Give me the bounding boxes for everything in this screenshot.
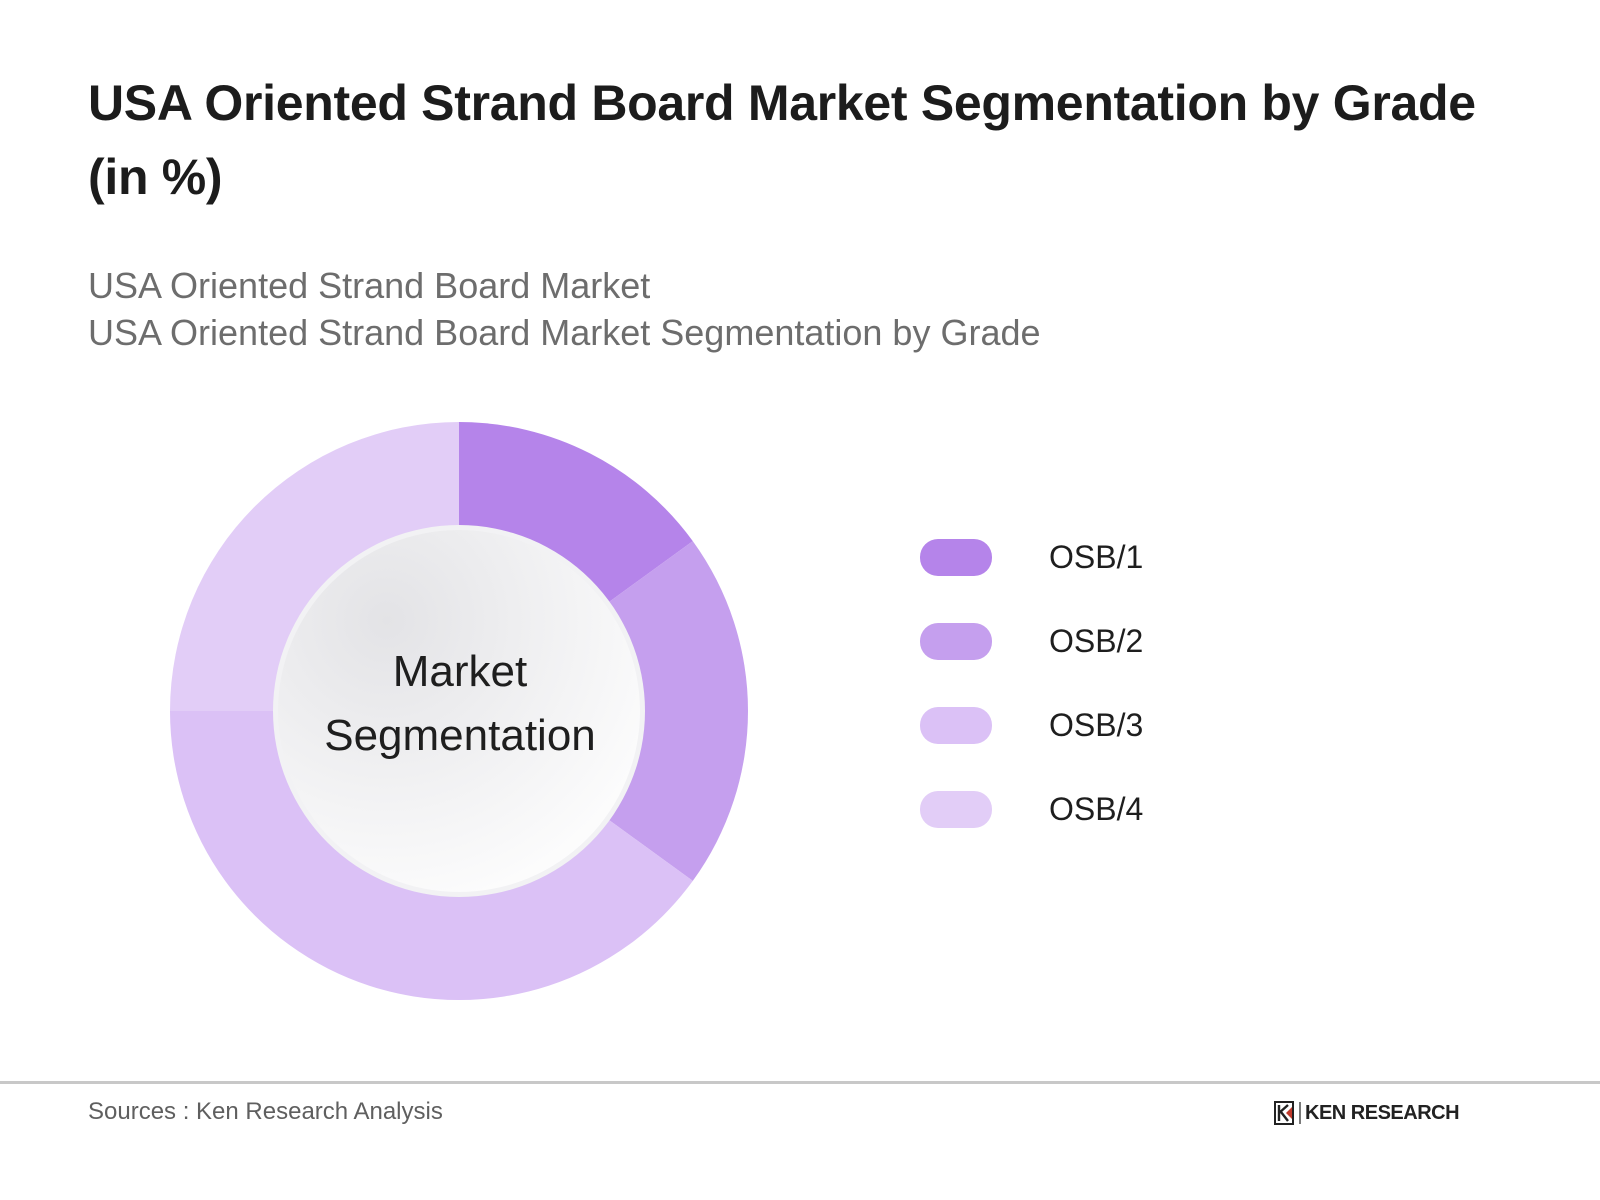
logo-text: KEN RESEARCH: [1305, 1101, 1460, 1124]
legend-item-osb4: OSB/4: [920, 790, 1143, 828]
legend-item-osb3: OSB/3: [920, 706, 1143, 744]
legend-swatch: [920, 622, 992, 660]
donut-chart: [170, 422, 750, 1002]
legend-swatch: [920, 706, 992, 744]
legend-label: OSB/4: [1049, 790, 1144, 827]
subtitle-line-1: USA Oriented Strand Board Market: [88, 265, 651, 306]
center-label: Market Segmentation: [290, 640, 630, 768]
center-disc: [278, 530, 640, 892]
donut-svg: [170, 422, 748, 1000]
legend-label: OSB/3: [1049, 706, 1144, 743]
legend-label: OSB/1: [1049, 538, 1144, 575]
ken-research-logo: KEN RESEARCH: [1274, 1101, 1460, 1125]
footer-divider: [0, 1081, 1600, 1084]
chart-subtitle: USA Oriented Strand Board Market USA Ori…: [88, 262, 1041, 356]
ken-logo-icon: [1274, 1101, 1294, 1125]
center-label-line-1: Market: [392, 647, 528, 696]
chart-legend: OSB/1 OSB/2 OSB/3 OSB/4: [920, 538, 1143, 874]
center-label-line-2: Segmentation: [324, 711, 596, 760]
legend-swatch: [920, 538, 992, 576]
legend-item-osb2: OSB/2: [920, 622, 1143, 660]
source-note: Sources : Ken Research Analysis: [88, 1098, 443, 1125]
legend-item-osb1: OSB/1: [920, 538, 1143, 576]
chart-title: USA Oriented Strand Board Market Segment…: [88, 75, 1476, 205]
legend-label: OSB/2: [1049, 622, 1144, 659]
subtitle-line-2: USA Oriented Strand Board Market Segment…: [88, 312, 1041, 353]
legend-swatch: [920, 790, 992, 828]
logo-separator: [1299, 1102, 1301, 1124]
